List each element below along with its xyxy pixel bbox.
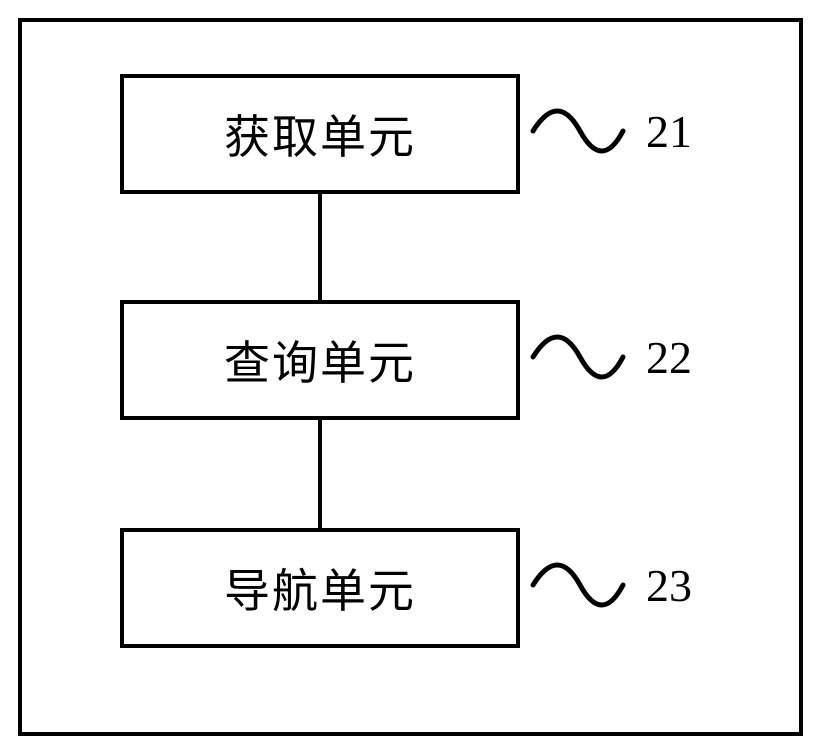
box-label-acquire: 获取单元 [224,101,416,167]
flowchart-box-navigate: 导航单元 [120,528,520,648]
flowchart-box-query: 查询单元 [120,300,520,420]
reference-label-23: 23 [528,550,692,620]
box-label-query: 查询单元 [224,327,416,393]
wave-icon [528,322,628,392]
flowchart-box-acquire: 获取单元 [120,74,520,194]
wave-icon [528,550,628,620]
connector-1-2 [318,194,322,300]
connector-2-3 [318,420,322,528]
reference-number-22: 22 [646,331,692,384]
reference-label-22: 22 [528,322,692,392]
reference-label-21: 21 [528,96,692,166]
wave-icon [528,96,628,166]
box-label-navigate: 导航单元 [224,555,416,621]
reference-number-21: 21 [646,105,692,158]
reference-number-23: 23 [646,559,692,612]
